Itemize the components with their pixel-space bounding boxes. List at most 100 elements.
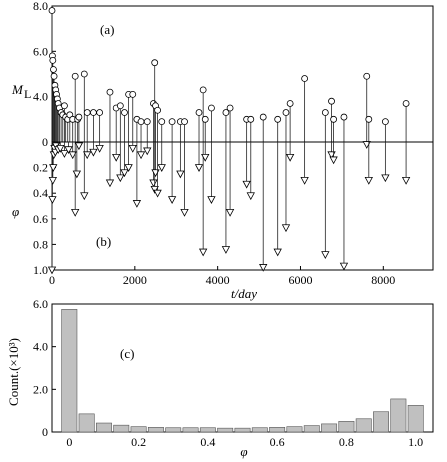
panel-b-point-11 xyxy=(64,146,73,155)
panel-c-bar-16 xyxy=(338,421,355,433)
panel-b-point-56 xyxy=(381,174,390,183)
panel-b-xtick-label-2: 4000 xyxy=(206,273,230,287)
panel-a-point-27 xyxy=(116,102,124,110)
panel-a-point-33 xyxy=(143,118,151,125)
panel-c-xtick-label-2: 0.4 xyxy=(200,435,215,449)
panel-c-xtick-label-5: 1.0 xyxy=(408,435,423,449)
panel-b-point-14 xyxy=(72,170,82,179)
panel-b-point-49 xyxy=(300,176,309,185)
panel-a-point-43 xyxy=(199,86,207,94)
panel-b-point-41 xyxy=(221,246,231,254)
panel-a-point-58 xyxy=(340,113,348,121)
panel-b-ytick-label-4: 0.8 xyxy=(33,237,48,251)
panel-b-point-45 xyxy=(259,264,268,272)
panel-b-xtick-label-0: 0 xyxy=(49,273,55,287)
panel-c-bar-3 xyxy=(113,424,130,433)
panel-c-bar-19 xyxy=(390,398,407,433)
panel-a-point-49 xyxy=(247,115,255,123)
panel-a-point-52 xyxy=(282,109,290,116)
panel-a-point-42 xyxy=(195,109,203,116)
panel-a-label: (a) xyxy=(100,22,114,37)
panel-c-bar-5 xyxy=(147,427,164,433)
panel-b-point-28 xyxy=(143,147,152,156)
panel-b: 00.20.40.60.81.00 2000 4000 6000 8000 (b) φ … xyxy=(12,135,434,301)
panel-a-ticks: 8.0 6.0 4.0 xyxy=(33,0,56,104)
panel-b-point-30 xyxy=(150,185,159,194)
panel-a-point-47 xyxy=(226,104,234,112)
panel-b-point-26 xyxy=(132,200,142,208)
panel-a-ytick-label-0: 8.0 xyxy=(33,0,48,13)
panel-b-point-12 xyxy=(68,151,77,160)
panel-c-bar-13 xyxy=(286,426,303,433)
panel-c-bar-8 xyxy=(199,427,216,433)
panel-b-xlabel: t/day xyxy=(231,286,257,301)
panel-a-point-60 xyxy=(365,115,373,123)
panel-c-bar-9 xyxy=(217,427,234,433)
panel-a-point-61 xyxy=(381,118,389,125)
panel-b-point-16 xyxy=(80,192,89,201)
panel-b-point-38 xyxy=(198,248,208,257)
panel-b-point-2 xyxy=(48,176,57,185)
panel-b-point-33 xyxy=(157,164,166,172)
panel-b-point-39 xyxy=(201,153,210,162)
panel-c: 0 2.0 4.0 6.0 0 0.2 0.4 0.6 0.8 1.0 (c) Count.(×1… xyxy=(6,297,434,459)
panel-c-ytick-label-2: 4.0 xyxy=(33,340,48,354)
panel-b-point-23 xyxy=(120,169,129,178)
panel-b-point-47 xyxy=(281,224,291,233)
panel-c-bar-20 xyxy=(407,405,424,433)
panel-b-point-1 xyxy=(48,196,57,204)
panel-b-point-36 xyxy=(180,208,189,217)
panel-a-point-39 xyxy=(168,118,176,125)
panel-a-point-28 xyxy=(121,109,128,116)
panel-c-xtick-label-3: 0.6 xyxy=(270,435,285,449)
panel-b-point-27 xyxy=(136,151,146,160)
panel-b-ytick-label-2: 0.4 xyxy=(33,186,48,200)
panel-b-point-48 xyxy=(285,153,295,162)
panel-c-xtick-label-4: 0.8 xyxy=(339,435,354,449)
panel-a-point-44 xyxy=(201,115,209,123)
panel-c-xtick-label-1: 0.2 xyxy=(131,435,146,449)
panel-b-ytick-label-0: 0 xyxy=(42,135,48,149)
panel-c-bar-4 xyxy=(130,426,147,433)
panel-a-point-20 xyxy=(75,113,83,121)
panel-a-point-41 xyxy=(181,118,188,125)
panel-a-ytick-label-2: 4.0 xyxy=(33,90,48,104)
panel-b-point-25 xyxy=(128,144,137,153)
panel-a-point-24 xyxy=(96,109,104,116)
panel-b-point-40 xyxy=(207,196,216,204)
panel-c-xtick-label-0: 0 xyxy=(66,435,72,449)
panel-b-frame xyxy=(51,141,434,271)
panel-a-point-55 xyxy=(321,109,329,116)
panel-b-point-44 xyxy=(246,192,255,201)
panel-b-point-55 xyxy=(364,176,373,185)
panel-a-point-62 xyxy=(402,100,410,107)
panel-c-bar-2 xyxy=(95,422,112,433)
panel-b-point-0 xyxy=(47,266,57,275)
panel-b-point-42 xyxy=(225,208,235,217)
panel-a-point-23 xyxy=(90,109,97,116)
panel-b-point-53 xyxy=(339,262,349,271)
panel-b-point-52 xyxy=(329,156,338,165)
panel-a-point-18 xyxy=(71,72,79,80)
panel-b-point-18 xyxy=(89,148,98,157)
panel-a-point-57 xyxy=(330,115,338,123)
panel-b-ylabel: φ xyxy=(12,204,19,219)
panel-c-bar-12 xyxy=(269,427,286,433)
panel-a-point-21 xyxy=(80,70,88,78)
panel-b-point-57 xyxy=(401,176,411,185)
panel-b-point-50 xyxy=(321,251,330,259)
panel-b-point-15 xyxy=(74,142,84,151)
panel-a-ytick-label-1: 6.0 xyxy=(33,44,48,58)
panel-c-bar-18 xyxy=(373,411,390,433)
panel-c-bar-10 xyxy=(234,427,251,433)
panel-b-ytick-label-3: 0.6 xyxy=(33,212,48,226)
panel-c-xlabel: φ xyxy=(240,444,247,459)
panel-b-point-10 xyxy=(60,150,69,158)
panel-c-ytick-label-3: 6.0 xyxy=(33,297,48,311)
panel-b-point-32 xyxy=(153,189,162,198)
panel-a-point-13 xyxy=(61,102,68,110)
panel-a-point-2 xyxy=(49,57,57,64)
panel-a-point-35 xyxy=(151,59,159,67)
panel-b-point-17 xyxy=(83,151,92,160)
